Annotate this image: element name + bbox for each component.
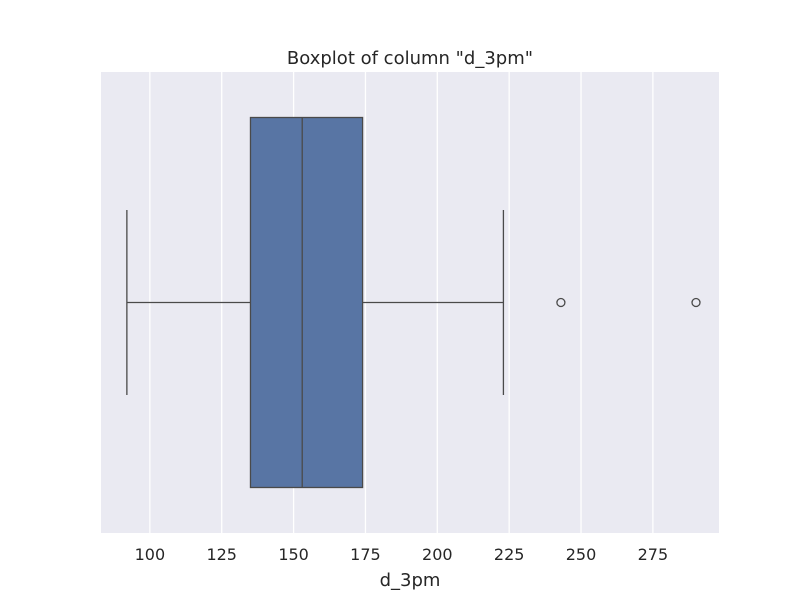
x-tick-label: 225: [494, 545, 525, 564]
outlier-point: [691, 297, 701, 308]
x-tick-label: 250: [566, 545, 597, 564]
iqr-box: [249, 116, 364, 489]
x-tick-label: 100: [135, 545, 166, 564]
box-group: [126, 116, 701, 489]
chart-title: Boxplot of column "d_3pm": [287, 48, 533, 69]
x-tick-label: 200: [422, 545, 453, 564]
x-tick-label: 175: [350, 545, 381, 564]
x-tick-label: 275: [638, 545, 669, 564]
x-tick-label: 150: [278, 545, 309, 564]
outlier-point: [556, 297, 566, 308]
x-tick-label: 125: [206, 545, 237, 564]
x-tick-labels: 100 125 150 175 200 225 250 275: [135, 545, 669, 564]
x-axis-label: d_3pm: [380, 570, 441, 591]
